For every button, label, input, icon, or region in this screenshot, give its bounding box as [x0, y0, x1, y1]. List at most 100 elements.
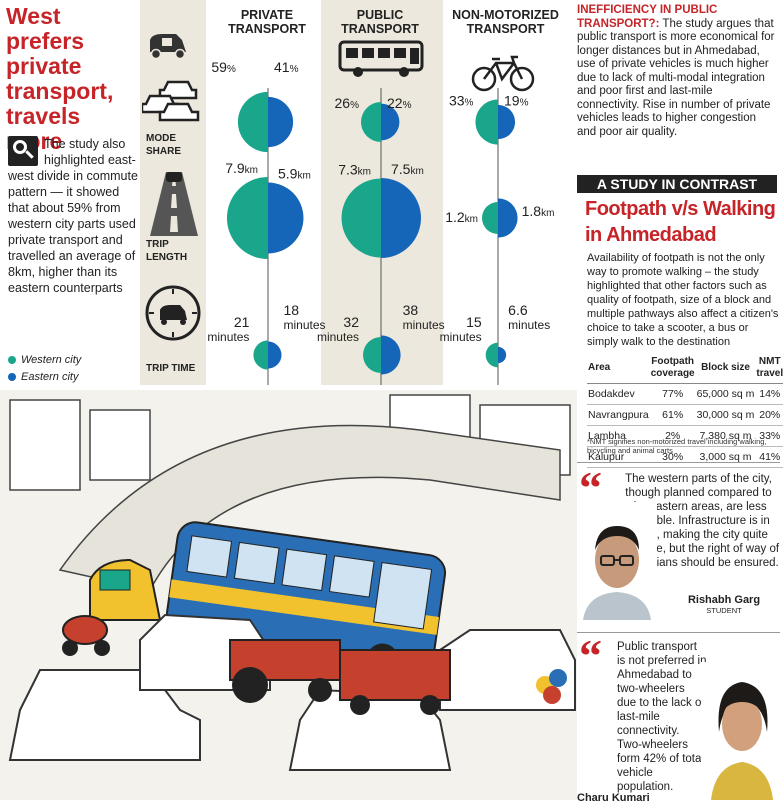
- trip-time-east-unit: minutes: [403, 318, 445, 332]
- table-row: Lambha 2% 7,380 sq m 33%: [587, 425, 783, 447]
- table-cell: 65,000 sq m: [695, 383, 756, 405]
- inefficiency-section: INEFFICIENCY IN PUBLIC TRANSPORT?: The s…: [577, 4, 777, 139]
- quote-mark-icon: “: [579, 462, 602, 513]
- mode-share-west-semicircle: [475, 99, 498, 145]
- trip-time-west-value: 15: [466, 314, 482, 330]
- mode-share-east-label: 19%: [504, 92, 529, 108]
- bus-icon: [338, 40, 424, 77]
- quote-2: “ Public transport is not preferred in A…: [577, 630, 783, 804]
- table-row: Bodakdev 77% 65,000 sq m 14%: [587, 383, 783, 405]
- quote-2-name: Charu Kumari: [577, 792, 650, 804]
- table-cell: 61%: [649, 404, 696, 426]
- trip-time-west-semicircle: [485, 342, 498, 368]
- magnifier-icon: [8, 136, 38, 166]
- inefficiency-heading: INEFFICIENCY IN PUBLIC TRANSPORT?:: [577, 4, 718, 30]
- table-cell: Bodakdev: [587, 383, 650, 405]
- study-footnote: *NMT signifies non-motorized travel incl…: [587, 437, 767, 455]
- quote-1-role: STUDENT: [706, 606, 742, 615]
- quote-1-text: The western parts of the city, though pl…: [617, 473, 780, 569]
- trip-length-west-semicircle: [482, 202, 498, 234]
- study-text: Availability of footpath is not the only…: [587, 252, 779, 348]
- table-cell: 30,000 sq m: [695, 404, 756, 426]
- trip-time-east-value: 38: [403, 302, 419, 318]
- trip-length-east-semicircle: [381, 178, 421, 258]
- trip-length-west-semicircle: [226, 176, 268, 260]
- table-header-footpath: Footpath coverage: [649, 355, 696, 384]
- trip-time-west-unit: minutes: [207, 330, 249, 344]
- quote-2-attribution: Charu Kumari: [577, 792, 697, 804]
- mode-share-west-label: 59%: [211, 59, 236, 75]
- tractor: [229, 639, 341, 703]
- column-header-private: PRIVATE TRANSPORT: [228, 8, 306, 36]
- intro-text-block: The study also highlighted east-west div…: [8, 136, 138, 296]
- cart: [339, 649, 451, 715]
- road-icon: [150, 172, 198, 236]
- trip-length-east-label: 7.5km: [391, 161, 424, 177]
- trip-length-east-semicircle: [498, 198, 518, 238]
- trip-length-east-semicircle: [268, 182, 304, 254]
- western-dot-icon: [8, 356, 16, 365]
- study-body: Availability of footpath is not the only…: [587, 251, 783, 468]
- trip-time-east-unit: minutes: [508, 318, 550, 332]
- column-header-nonmotorized: NON-MOTORIZED TRANSPORT: [452, 8, 559, 36]
- legend-eastern-label: Eastern city: [21, 371, 79, 383]
- trip-time-west-value: 32: [343, 314, 359, 330]
- table-cell: Navrangpura: [587, 404, 650, 426]
- legend: Western city Eastern city: [8, 352, 81, 386]
- legend-western-label: Western city: [21, 354, 82, 366]
- table-cell: 2%: [649, 425, 696, 447]
- trip-time-east-unit: minutes: [284, 318, 326, 332]
- table-header-block: Block size: [695, 355, 756, 384]
- table-cell: 14%: [755, 383, 783, 405]
- auto-rickshaw-icon: [150, 34, 186, 60]
- trip-time-east-value: 6.6: [508, 302, 528, 318]
- trip-time-west-value: 21: [234, 314, 250, 330]
- quote-1-name: Rishabh Garg: [687, 594, 761, 606]
- row-label-mode-share: MODE SHARE: [146, 133, 182, 157]
- scooter: [62, 615, 110, 656]
- row-label-trip-length: TRIP LENGTH: [146, 239, 188, 263]
- mode-share-east-semicircle: [498, 104, 516, 140]
- inefficiency-text: The study argues that public transport i…: [577, 17, 775, 138]
- rishabh-garg-photo: [577, 502, 657, 620]
- table-cell: 77%: [649, 383, 696, 405]
- mode-share-west-semicircle: [361, 102, 381, 142]
- table-row: Navrangpura 61% 30,000 sq m 20%: [587, 404, 783, 426]
- mode-share-east-semicircle: [268, 96, 294, 148]
- trip-time-east-semicircle: [268, 341, 282, 369]
- traffic-illustration: [0, 390, 577, 800]
- table-cell: Lambha: [587, 425, 650, 447]
- quote-1: “ The western parts of the city, though …: [577, 462, 783, 628]
- mode-share-east-label: 22%: [387, 95, 412, 111]
- mode-share-west-label: 33%: [449, 92, 474, 108]
- intro-text: The study also highlighted east-west div…: [8, 137, 138, 295]
- trip-time-west-unit: minutes: [440, 330, 482, 344]
- trip-time-west-semicircle: [363, 337, 381, 373]
- study-banner: A STUDY IN CONTRAST: [577, 175, 777, 193]
- mode-share-west-label: 26%: [335, 95, 360, 111]
- trip-length-west-label: 7.3km: [338, 162, 371, 178]
- trip-time-east-value: 18: [284, 302, 300, 318]
- auto-rickshaw: [89, 558, 162, 621]
- trip-length-east-label: 5.9km: [278, 166, 311, 182]
- column-header-public: PUBLIC TRANSPORT: [341, 8, 419, 36]
- quote-2-text: Public transport is not preferred in Ahm…: [617, 641, 707, 793]
- mode-share-east-semicircle: [381, 103, 400, 141]
- bicycle-icon: [471, 55, 535, 92]
- quote-1-attribution: Rishabh Garg STUDENT: [669, 594, 779, 615]
- mode-share-west-semicircle: [237, 91, 268, 153]
- study-title: Footpath v/s Walking in Ahmedabad: [585, 198, 776, 246]
- table-header-area: Area: [587, 355, 650, 384]
- charu-kumari-photo: [701, 662, 783, 800]
- legend-eastern: Eastern city: [8, 369, 81, 386]
- row-label-trip-time: TRIP TIME: [146, 363, 196, 374]
- table-cell: 20%: [755, 404, 783, 426]
- table-header-nmt: NMT travel: [755, 355, 783, 384]
- quote-mark-icon: “: [579, 630, 602, 681]
- cars-icon: [142, 80, 200, 122]
- trip-time-east-semicircle: [498, 346, 507, 364]
- table-cell: 33%: [755, 425, 783, 447]
- divider-line: [577, 462, 780, 463]
- mode-share-east-label: 41%: [274, 59, 299, 75]
- trip-length-west-semicircle: [341, 178, 381, 258]
